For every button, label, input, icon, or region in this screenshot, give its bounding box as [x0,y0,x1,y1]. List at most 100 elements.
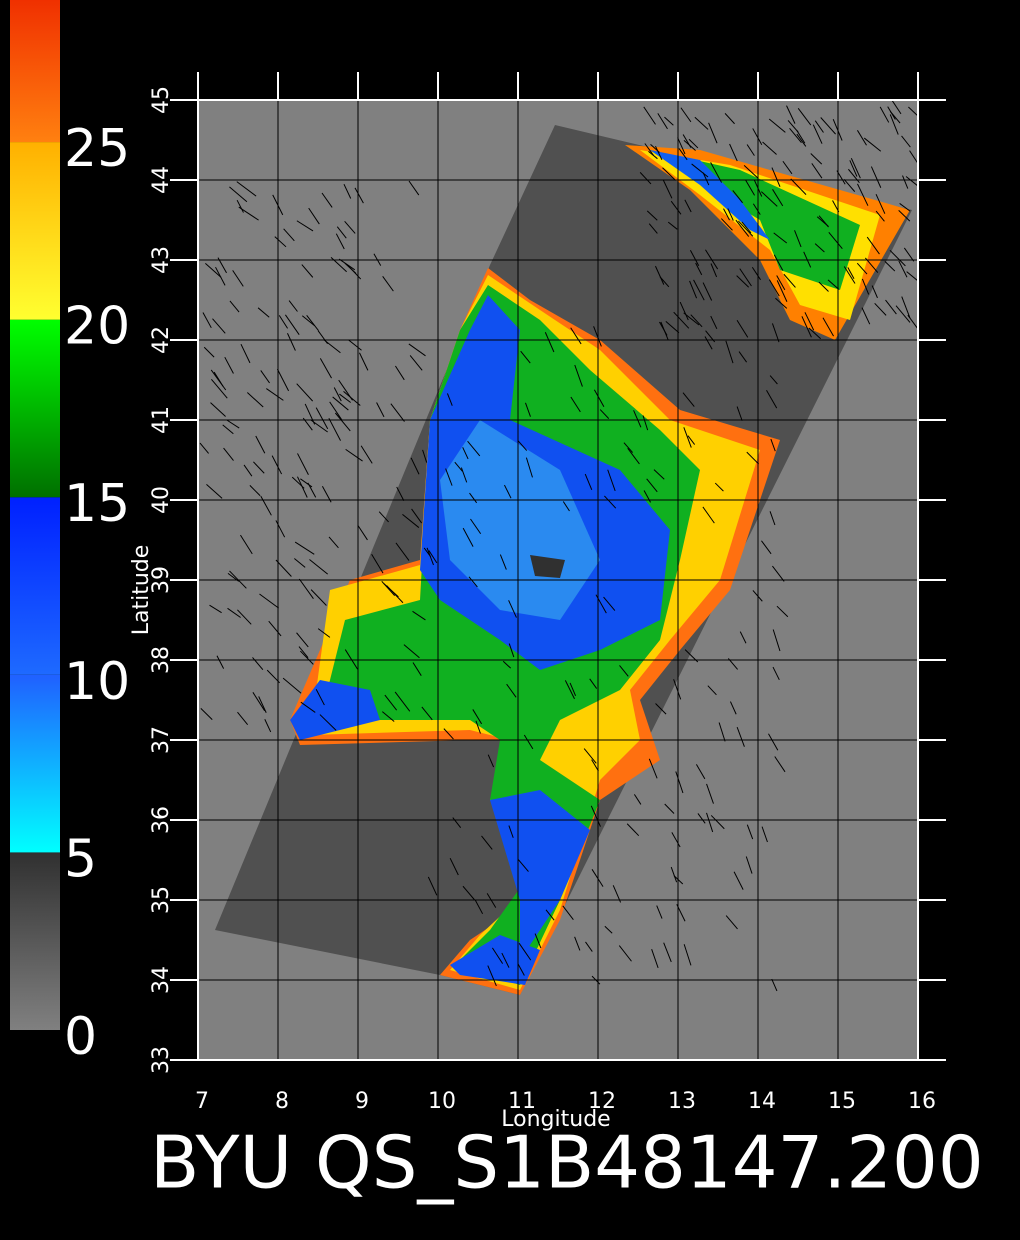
wind-barb [294,541,315,555]
wind-barb [725,915,738,930]
wind-barb [695,262,703,276]
wind-barb [569,682,577,697]
wind-barb [738,351,748,363]
wind-barb [812,124,823,144]
wind-barb [683,312,700,326]
wind-barb [524,402,531,417]
wind-barb [288,300,298,312]
wind-barb [735,219,750,237]
wind-barb [408,180,420,196]
wind-barb [642,415,649,431]
wind-barb [818,215,829,228]
wind-barb [768,118,786,133]
wind-barb [739,268,752,287]
wind-barb [383,583,399,598]
wind-barb [697,813,706,824]
wind-barb [643,106,656,125]
wind-barb [772,189,784,207]
wind-barb [462,885,475,901]
y-tick-label: 36 [149,806,174,834]
wind-barb [394,691,411,712]
wind-barb [462,527,474,547]
wind-barb [604,495,617,509]
wind-barb [590,805,601,827]
wind-barb [773,254,784,271]
wind-barb [908,106,918,117]
wind-barb [472,709,483,725]
wind-barb [421,706,433,721]
wind-barb [627,447,640,465]
wind-barb [607,469,616,492]
y-axis-label: Latitude [129,545,154,636]
wind-barb [315,689,325,706]
wind-barb [884,261,896,272]
wind-barb [646,478,658,493]
wind-barb [736,319,749,338]
wind-barb [271,455,283,475]
swath [198,100,918,1060]
wind-barb [746,451,760,465]
wind-barb [294,558,306,568]
wind-barb [682,392,695,407]
wind-barb [474,899,484,915]
wind-barb [499,554,507,570]
wind-barb [814,243,825,253]
colorbar-tick-label: 20 [64,297,130,357]
wind-barb [237,609,252,625]
wind-barb [268,620,282,637]
wind-barb [222,424,234,435]
wind-barb [723,208,730,221]
wind-barb [296,632,309,648]
wind-barb [475,720,481,734]
colorbar-segment [10,0,60,143]
wind-barb [564,680,575,700]
wind-barb [202,312,212,329]
wind-barb [648,758,658,779]
wind-barb [856,262,868,275]
wind-barb [329,401,343,421]
x-tick-label: 14 [748,1089,776,1114]
wind-barb [343,183,352,199]
wind-barb [378,511,389,523]
wind-barb [783,273,796,288]
wind-barb [875,194,886,214]
wind-barb [255,435,266,454]
wind-barb [863,137,882,152]
wind-barb [787,120,799,133]
region-blue-s [490,790,590,960]
wind-barb [390,403,405,422]
wind-barb [664,116,674,126]
wind-barb [901,135,911,148]
colorbar-segment [10,142,60,320]
wind-barb [702,282,713,301]
wind-barb [718,722,726,742]
wind-barb [733,871,744,890]
wind-barb [671,832,681,848]
wind-barb [275,559,292,577]
wind-barb [761,191,778,207]
wind-barb [899,203,911,212]
wind-barb [814,120,824,133]
x-tick-label: 13 [668,1089,696,1114]
wind-barb [656,905,663,919]
wind-barb [427,876,438,896]
region-blue [650,150,770,240]
wind-barb [357,524,368,541]
wind-barb [729,143,738,162]
wind-barb [662,179,673,199]
wind-barb [240,343,251,364]
wind-barb [574,936,581,951]
wind-barb [879,106,890,123]
wind-barb [359,352,369,371]
wind-barb [639,172,652,185]
wind-barb [328,417,341,441]
wind-barb [646,210,658,221]
colorbar-segment [10,497,60,675]
wind-barb [216,655,225,669]
wind-barb [520,350,531,364]
wind-barb [775,297,788,309]
wind-barb [623,442,634,453]
wind-barb [487,754,495,768]
wind-barb [797,107,812,126]
wind-barb [725,340,734,364]
